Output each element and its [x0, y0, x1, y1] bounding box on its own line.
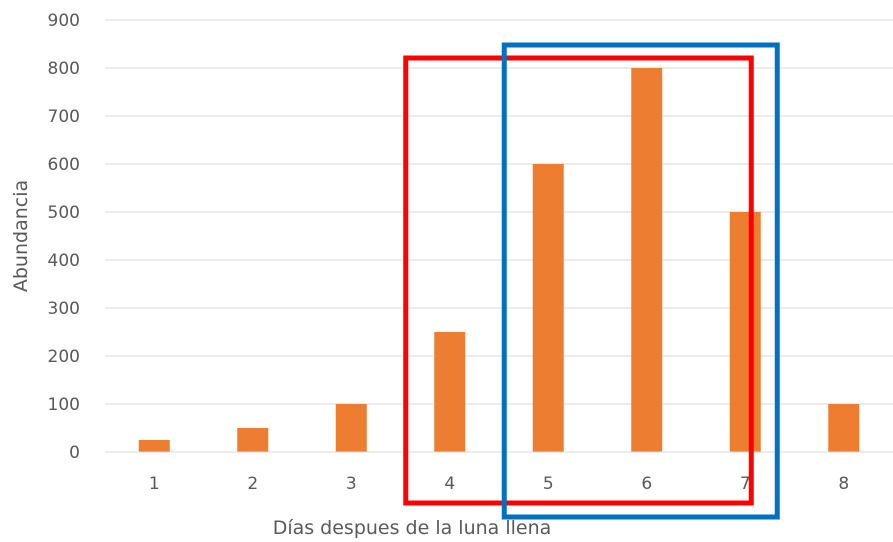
x-tick-label: 1 — [149, 474, 160, 494]
y-tick-label: 900 — [48, 11, 80, 31]
bar-2 — [237, 428, 269, 452]
y-tick-label: 500 — [48, 203, 80, 223]
highlight-box-red — [403, 55, 754, 506]
y-tick-label: 100 — [48, 395, 80, 415]
highlight-boxes — [403, 42, 780, 520]
y-tick-label: 400 — [48, 251, 80, 271]
x-tick-label: 7 — [740, 474, 751, 494]
x-tick-label: 8 — [838, 474, 849, 494]
bar-5 — [532, 164, 564, 452]
x-tick-label: 3 — [346, 474, 357, 494]
y-tick-label: 600 — [48, 155, 80, 175]
x-tick-label: 6 — [641, 474, 652, 494]
x-axis-label: Días despues de la luna llena — [273, 517, 552, 539]
bar-8 — [828, 404, 860, 452]
y-axis-ticks: 0 100 200 300 400 500 600 700 800 900 — [48, 11, 80, 463]
y-tick-label: 200 — [48, 347, 80, 367]
highlight-box-blue — [501, 42, 780, 520]
bar-7 — [729, 212, 761, 452]
x-tick-label: 5 — [543, 474, 554, 494]
x-tick-label: 4 — [444, 474, 455, 494]
bar-3 — [335, 404, 367, 452]
gridlines — [105, 19, 893, 405]
y-tick-label: 800 — [48, 59, 80, 79]
bar-1 — [138, 440, 170, 452]
bar-4 — [434, 332, 466, 452]
y-tick-label: 0 — [69, 443, 80, 463]
x-axis-ticks: 1 2 3 4 5 6 7 8 — [149, 474, 849, 494]
y-axis-label: Abundancia — [10, 180, 32, 292]
x-tick-label: 2 — [247, 474, 258, 494]
y-tick-label: 700 — [48, 107, 80, 127]
bars — [138, 68, 860, 452]
y-tick-label: 300 — [48, 299, 80, 319]
bar-6 — [631, 68, 663, 452]
